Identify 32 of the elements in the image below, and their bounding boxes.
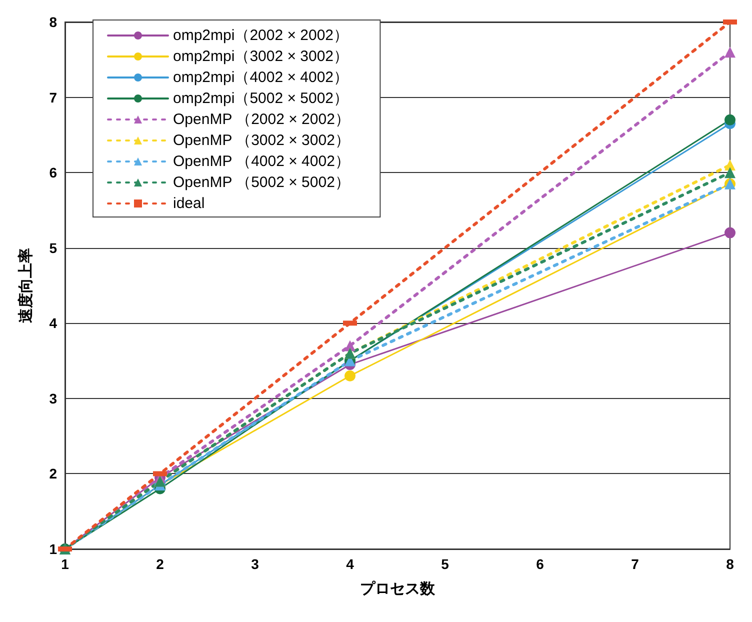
y-tick-label: 6 [49, 164, 58, 181]
legend-label: ideal [173, 195, 205, 212]
x-tick-label: 5 [441, 556, 450, 572]
legend-label: omp2mpi（5002 × 5002） [173, 90, 349, 107]
legend-label: OpenMP （4002 × 4002） [173, 153, 350, 170]
x-tick-label: 4 [346, 556, 354, 572]
legend-label: OpenMP （3002 × 3002） [173, 132, 350, 149]
legend-label: OpenMP （5002 × 5002） [173, 174, 350, 191]
point [344, 370, 356, 382]
point [724, 160, 736, 171]
y-tick-label: 4 [49, 315, 58, 332]
x-axis-title: プロセス数 [360, 580, 436, 598]
x-tick-label: 2 [156, 556, 164, 572]
y-tick-label: 3 [49, 390, 58, 406]
x-tick-label: 6 [536, 556, 544, 572]
y-axis-title: 速度向上率 [16, 248, 34, 323]
point [724, 167, 736, 178]
x-tick-label: 8 [726, 556, 734, 572]
legend-label: OpenMP （2002 × 2002） [173, 111, 350, 128]
y-tick-label: 1 [49, 541, 58, 557]
legend-label: omp2mpi（2002 × 2002） [173, 27, 349, 44]
point [724, 114, 736, 126]
y-tick-label: 8 [49, 14, 58, 30]
point [724, 227, 736, 238]
y-tick-label: 2 [49, 466, 58, 482]
x-tick-label: 3 [251, 556, 260, 572]
y-tick-label: 7 [49, 89, 58, 106]
x-tick-label: 1 [61, 556, 70, 572]
legend-label: omp2mpi（4002 × 4002） [173, 69, 349, 86]
x-tick-label: 7 [631, 556, 640, 572]
legend-label: omp2mpi（3002 × 3002） [173, 48, 349, 65]
y-tick-label: 5 [49, 240, 58, 256]
